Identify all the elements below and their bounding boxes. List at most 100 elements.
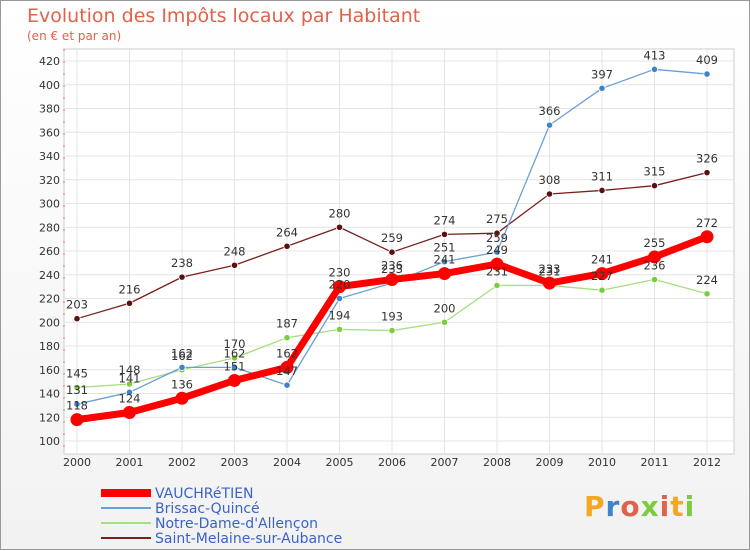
data-point — [438, 267, 451, 281]
data-label: 131 — [66, 383, 88, 397]
data-label: 193 — [381, 310, 403, 324]
data-point — [125, 388, 134, 396]
legend-label: Brissac-Quincé — [155, 501, 260, 517]
data-point — [493, 248, 501, 256]
x-tick-label: 2008 — [483, 456, 511, 469]
data-label: 308 — [539, 173, 561, 187]
data-label: 194 — [329, 308, 351, 322]
y-tick-label: 280 — [39, 221, 60, 234]
grid — [63, 48, 735, 455]
data-label: 236 — [644, 259, 666, 273]
y-tick-label: 240 — [39, 269, 60, 282]
data-label: 264 — [276, 225, 298, 239]
data-point — [493, 281, 501, 290]
chart-title: Evolution des Impôts locaux par Habitant — [27, 5, 421, 27]
series-saint-melaine-sur-aubance — [73, 169, 711, 323]
data-label: 241 — [591, 253, 613, 267]
data-point — [175, 391, 189, 405]
data-label: 187 — [276, 317, 298, 331]
legend-item: VAUCHRéTIEN — [101, 486, 254, 502]
data-label: 162 — [171, 349, 193, 363]
data-label: 326 — [696, 152, 718, 166]
data-label: 145 — [66, 367, 88, 381]
data-label: 259 — [381, 231, 403, 245]
data-label: 315 — [644, 165, 666, 179]
data-point — [543, 276, 556, 290]
data-label: 251 — [434, 241, 456, 255]
data-point — [230, 354, 239, 362]
data-point — [598, 286, 606, 294]
data-label: 241 — [434, 253, 456, 267]
data-label: 236 — [381, 259, 403, 273]
data-point — [123, 406, 136, 419]
legend-label: Saint-Melaine-sur-Aubance — [155, 531, 342, 547]
data-point — [178, 363, 186, 371]
y-tick-label: 220 — [39, 293, 60, 306]
data-label: 255 — [644, 236, 666, 250]
data-label: 162 — [224, 346, 246, 360]
data-label: 238 — [171, 256, 193, 270]
data-label: 170 — [224, 337, 246, 351]
data-point — [703, 169, 711, 177]
data-point — [70, 413, 84, 427]
data-label: 233 — [381, 262, 403, 276]
data-point — [385, 273, 399, 286]
logo-letter: x — [640, 490, 660, 523]
x-tick-label: 2000 — [63, 456, 91, 469]
x-tick-label: 2010 — [588, 456, 616, 469]
data-point — [648, 250, 661, 264]
legend-label: Notre-Dame-d'Allençon — [155, 516, 318, 532]
data-label: 248 — [224, 244, 246, 258]
data-label: 147 — [276, 364, 298, 378]
legend: VAUCHRéTIENBrissac-QuincéNotre-Dame-d'Al… — [101, 486, 342, 547]
data-label: 136 — [171, 377, 193, 391]
data-point — [490, 257, 504, 271]
data-point — [125, 380, 134, 388]
data-label: 249 — [486, 243, 508, 257]
data-point — [230, 363, 239, 371]
y-tick-label: 320 — [39, 174, 60, 187]
series-group — [70, 65, 714, 427]
data-label: 216 — [119, 282, 141, 296]
legend-item: Brissac-Quincé — [101, 501, 260, 517]
data-label: 272 — [696, 216, 718, 230]
data-point — [335, 325, 344, 333]
data-label: 148 — [119, 363, 141, 377]
y-tick-label: 120 — [39, 411, 60, 424]
data-point — [388, 248, 396, 256]
data-point — [650, 182, 659, 190]
data-point — [545, 121, 554, 129]
data-point — [650, 275, 659, 284]
data-point — [598, 186, 606, 195]
data-point — [73, 383, 81, 392]
data-label: 230 — [329, 266, 351, 280]
logo-letter: r — [605, 490, 621, 523]
data-point — [178, 273, 186, 281]
y-tick-label: 160 — [39, 364, 60, 377]
data-point — [333, 280, 346, 294]
y-tick-label: 180 — [39, 340, 60, 353]
data-point — [230, 261, 239, 269]
y-tick-label: 140 — [39, 388, 60, 401]
x-tick-label: 2006 — [378, 456, 406, 469]
y-tick-label: 100 — [39, 435, 60, 448]
data-label: 397 — [591, 67, 613, 81]
y-tick-label: 340 — [39, 150, 60, 163]
data-point — [283, 381, 291, 389]
y-axis: 100 120 140 160 180 200 220 240 260 280 300 320 340 3… — [39, 55, 60, 448]
data-point — [595, 267, 609, 281]
data-label: 220 — [329, 278, 351, 292]
data-label: 227 — [591, 269, 613, 283]
data-label: 141 — [119, 371, 141, 385]
y-tick-label: 400 — [39, 79, 60, 92]
data-point — [388, 326, 396, 335]
x-tick-label: 2007 — [431, 456, 459, 469]
data-point — [650, 65, 659, 73]
data-label: 124 — [119, 392, 141, 406]
data-point — [125, 299, 134, 307]
data-label: 280 — [329, 206, 351, 220]
data-point — [703, 70, 711, 78]
data-label: 118 — [66, 399, 88, 413]
chart-subtitle: (en € et par an) — [27, 29, 122, 43]
